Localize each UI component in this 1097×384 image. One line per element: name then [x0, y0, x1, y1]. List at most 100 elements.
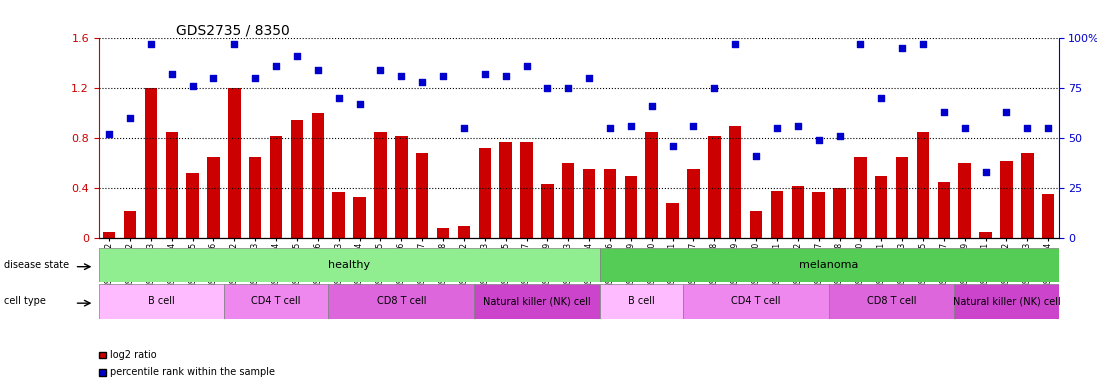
- Text: B cell: B cell: [148, 296, 174, 306]
- Bar: [1021, 153, 1033, 238]
- Point: [622, 123, 640, 129]
- Bar: [437, 228, 450, 238]
- Bar: [520, 142, 533, 238]
- Bar: [395, 136, 408, 238]
- Bar: [186, 173, 199, 238]
- Point: [685, 123, 702, 129]
- Bar: [478, 148, 491, 238]
- Point: [935, 109, 952, 115]
- Point: [559, 85, 577, 91]
- Bar: [624, 176, 637, 238]
- Bar: [499, 142, 512, 238]
- Bar: [541, 184, 554, 238]
- Point: [163, 71, 181, 78]
- Point: [268, 63, 285, 70]
- Text: CD4 T cell: CD4 T cell: [732, 296, 781, 306]
- Point: [914, 41, 931, 48]
- Bar: [687, 169, 700, 238]
- Bar: [353, 197, 365, 238]
- Point: [726, 41, 744, 48]
- Point: [851, 41, 869, 48]
- Point: [664, 143, 681, 149]
- Point: [497, 73, 514, 79]
- Point: [476, 71, 494, 78]
- Point: [705, 85, 723, 91]
- Bar: [312, 113, 324, 238]
- Bar: [708, 136, 721, 238]
- Point: [539, 85, 556, 91]
- Text: percentile rank within the sample: percentile rank within the sample: [110, 367, 274, 377]
- Text: cell type: cell type: [4, 296, 46, 306]
- Bar: [938, 182, 950, 238]
- Point: [247, 75, 264, 81]
- Point: [955, 125, 973, 131]
- Text: Natural killer (NK) cell: Natural killer (NK) cell: [952, 296, 1061, 306]
- Point: [434, 73, 452, 79]
- Bar: [749, 210, 762, 238]
- Bar: [855, 157, 867, 238]
- Bar: [416, 153, 429, 238]
- Bar: [166, 132, 178, 238]
- Point: [184, 83, 202, 89]
- Point: [768, 125, 785, 131]
- Bar: [1042, 194, 1054, 238]
- Bar: [666, 203, 679, 238]
- Point: [289, 53, 306, 60]
- Text: CD4 T cell: CD4 T cell: [251, 296, 301, 306]
- Bar: [959, 163, 971, 238]
- Bar: [770, 190, 783, 238]
- Point: [372, 67, 389, 73]
- Bar: [896, 157, 908, 238]
- Bar: [99, 284, 224, 319]
- Point: [393, 73, 410, 79]
- Bar: [145, 88, 157, 238]
- Bar: [224, 284, 328, 319]
- Point: [1039, 125, 1056, 131]
- Bar: [875, 176, 887, 238]
- Point: [789, 123, 806, 129]
- Bar: [562, 163, 575, 238]
- Bar: [813, 192, 825, 238]
- Text: disease state: disease state: [4, 260, 69, 270]
- Point: [143, 41, 160, 48]
- Bar: [207, 157, 219, 238]
- Bar: [1000, 161, 1013, 238]
- Bar: [474, 284, 600, 319]
- Bar: [332, 192, 344, 238]
- Bar: [328, 284, 474, 319]
- Bar: [792, 186, 804, 238]
- Point: [1018, 125, 1036, 131]
- Point: [414, 79, 431, 85]
- Point: [205, 75, 223, 81]
- Text: GDS2735 / 8350: GDS2735 / 8350: [176, 23, 290, 37]
- Point: [997, 109, 1015, 115]
- Bar: [583, 169, 596, 238]
- Bar: [980, 232, 992, 238]
- Bar: [829, 284, 954, 319]
- Bar: [99, 248, 600, 282]
- Bar: [683, 284, 829, 319]
- Point: [580, 75, 598, 81]
- Point: [747, 153, 765, 159]
- Point: [351, 101, 369, 108]
- Text: Natural killer (NK) cell: Natural killer (NK) cell: [483, 296, 591, 306]
- Bar: [600, 284, 683, 319]
- Bar: [457, 226, 471, 238]
- Bar: [291, 119, 303, 238]
- Point: [101, 131, 118, 137]
- Text: melanoma: melanoma: [800, 260, 859, 270]
- Point: [330, 95, 348, 101]
- Bar: [954, 284, 1059, 319]
- Point: [309, 67, 327, 73]
- Point: [601, 125, 619, 131]
- Point: [226, 41, 244, 48]
- Point: [643, 103, 660, 109]
- Bar: [249, 157, 261, 238]
- Text: healthy: healthy: [328, 260, 370, 270]
- Bar: [728, 126, 742, 238]
- Text: log2 ratio: log2 ratio: [110, 350, 157, 360]
- Point: [810, 137, 827, 143]
- Bar: [603, 169, 617, 238]
- Bar: [103, 232, 115, 238]
- Point: [455, 125, 473, 131]
